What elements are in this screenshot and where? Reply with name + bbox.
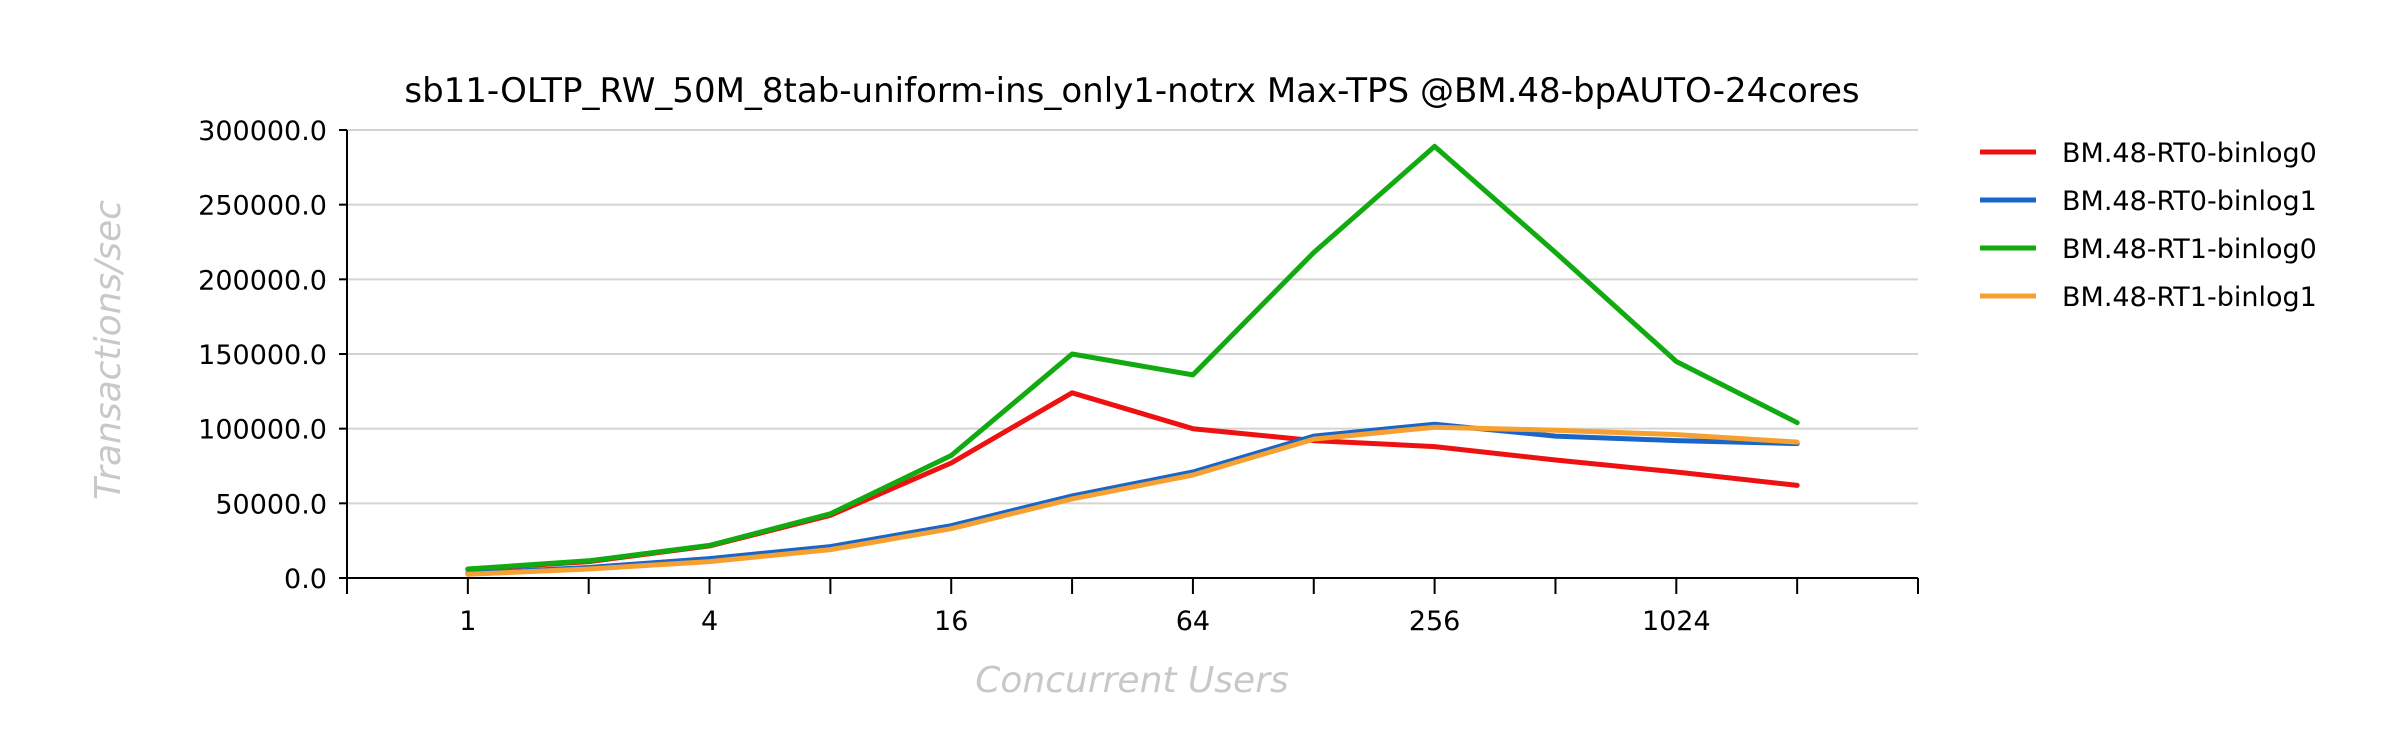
y-tick-label: 0.0	[284, 564, 327, 595]
legend-item-bm-48-rt0-binlog1: BM.48-RT0-binlog1	[1980, 186, 2317, 217]
x-tick-label: 1024	[1642, 606, 1711, 637]
series-line-bm-48-rt0-binlog1	[465, 421, 1800, 576]
x-tick-label: 1	[459, 606, 476, 637]
series-line-bm-48-rt0-binlog0	[465, 390, 1800, 572]
y-axis-title: Transactions/sec	[88, 200, 129, 500]
series-lines	[465, 143, 1800, 577]
y-tick-label: 100000.0	[198, 415, 327, 446]
chart-title: sb11-OLTP_RW_50M_8tab-uniform-ins_only1-…	[404, 71, 1859, 111]
y-tick-label: 50000.0	[215, 489, 327, 520]
gridlines	[347, 129, 1918, 505]
y-tick-label: 150000.0	[198, 340, 327, 371]
x-tick-label: 16	[934, 606, 968, 637]
y-tick-label: 250000.0	[198, 191, 327, 222]
legend: BM.48-RT0-binlog0 BM.48-RT0-binlog1 BM.48-…	[1980, 138, 2317, 313]
series-line-bm-48-rt1-binlog0	[465, 143, 1800, 572]
x-tick-label: 256	[1409, 606, 1461, 637]
axes	[339, 129, 1919, 594]
x-tick-label: 64	[1176, 606, 1210, 637]
tick-labels: 0.0 50000.0 100000.0 150000.0 200000.0 250000…	[198, 116, 1711, 637]
series-line-bm-48-rt1-binlog1	[465, 424, 1800, 577]
x-axis-title: Concurrent Users	[975, 660, 1289, 701]
y-tick-label: 200000.0	[198, 265, 327, 296]
x-tick-label: 4	[701, 606, 718, 637]
legend-label: BM.48-RT0-binlog0	[2062, 138, 2317, 169]
legend-item-bm-48-rt1-binlog0: BM.48-RT1-binlog0	[1980, 234, 2317, 265]
legend-label: BM.48-RT1-binlog1	[2062, 282, 2317, 313]
legend-label: BM.48-RT0-binlog1	[2062, 186, 2317, 217]
legend-label: BM.48-RT1-binlog0	[2062, 234, 2317, 265]
y-tick-label: 300000.0	[198, 116, 327, 147]
legend-item-bm-48-rt0-binlog0: BM.48-RT0-binlog0	[1980, 138, 2317, 169]
legend-item-bm-48-rt1-binlog1: BM.48-RT1-binlog1	[1980, 282, 2317, 313]
